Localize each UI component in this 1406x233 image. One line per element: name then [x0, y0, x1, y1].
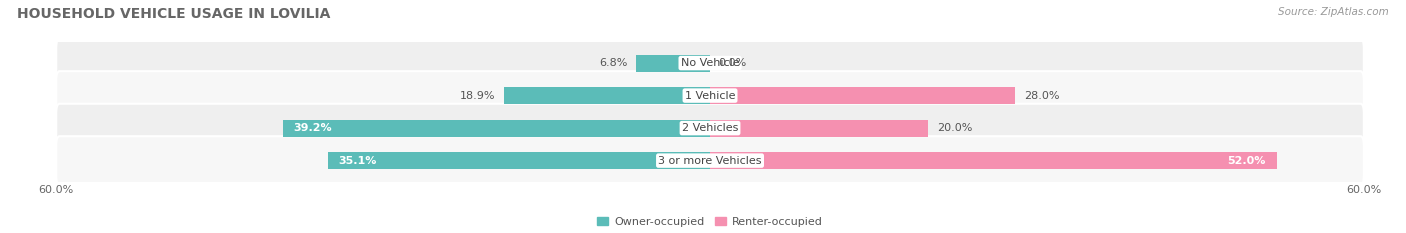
Text: No Vehicle: No Vehicle — [681, 58, 740, 68]
Text: Source: ZipAtlas.com: Source: ZipAtlas.com — [1278, 7, 1389, 17]
FancyBboxPatch shape — [56, 136, 1364, 185]
Legend: Owner-occupied, Renter-occupied: Owner-occupied, Renter-occupied — [593, 212, 827, 231]
Text: 3 or more Vehicles: 3 or more Vehicles — [658, 156, 762, 166]
Bar — [710, 120, 928, 137]
Text: 35.1%: 35.1% — [339, 156, 377, 166]
Text: 39.2%: 39.2% — [294, 123, 332, 133]
Text: 0.0%: 0.0% — [718, 58, 747, 68]
Text: 6.8%: 6.8% — [599, 58, 627, 68]
Bar — [328, 152, 710, 169]
FancyBboxPatch shape — [56, 71, 1364, 120]
Text: HOUSEHOLD VEHICLE USAGE IN LOVILIA: HOUSEHOLD VEHICLE USAGE IN LOVILIA — [17, 7, 330, 21]
Bar — [283, 120, 710, 137]
Bar — [636, 55, 710, 72]
Text: 28.0%: 28.0% — [1024, 91, 1059, 101]
FancyBboxPatch shape — [56, 104, 1364, 152]
Text: 20.0%: 20.0% — [936, 123, 972, 133]
Text: 52.0%: 52.0% — [1227, 156, 1265, 166]
Text: 1 Vehicle: 1 Vehicle — [685, 91, 735, 101]
FancyBboxPatch shape — [56, 39, 1364, 87]
Bar — [505, 87, 710, 104]
Bar — [710, 87, 1015, 104]
Text: 2 Vehicles: 2 Vehicles — [682, 123, 738, 133]
Text: 18.9%: 18.9% — [460, 91, 495, 101]
Bar — [710, 152, 1277, 169]
